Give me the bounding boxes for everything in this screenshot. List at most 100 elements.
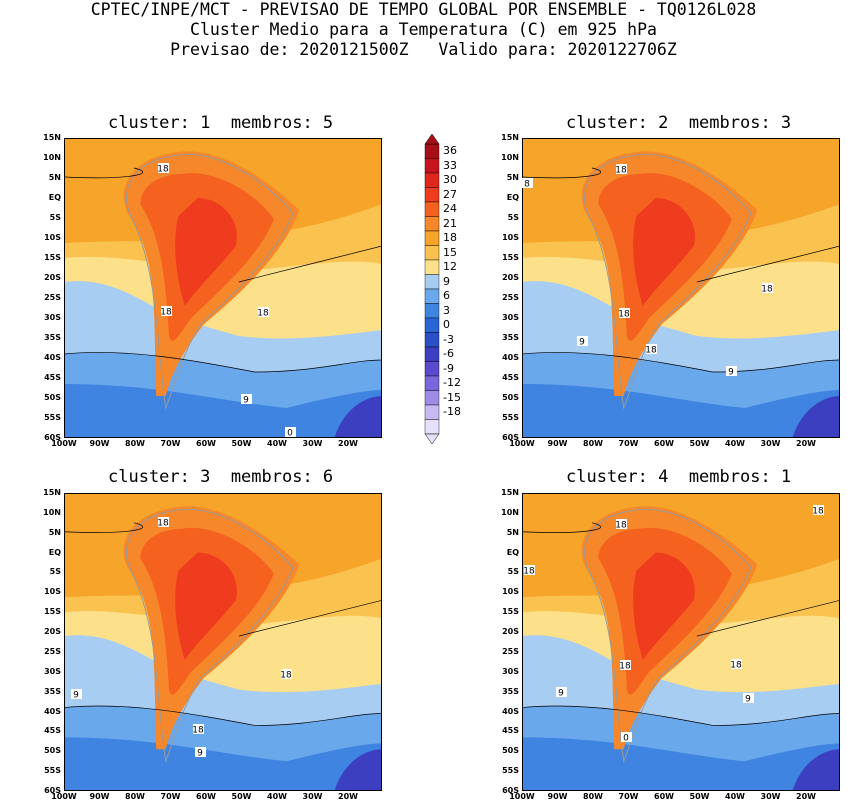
lat-tick-label: 50S <box>502 393 519 402</box>
lat-tick-label: 10S <box>502 587 519 597</box>
contour-label: 0 <box>285 427 296 438</box>
svg-text:18: 18 <box>761 285 773 295</box>
contour-label: 8 <box>522 178 533 190</box>
colorbar-label: 6 <box>443 289 450 303</box>
svg-text:18: 18 <box>280 671 292 681</box>
lat-tick-label: EQ <box>48 193 61 202</box>
lon-tick-label: 20W <box>338 792 358 801</box>
svg-text:18: 18 <box>615 166 627 176</box>
svg-text:18: 18 <box>157 519 169 529</box>
svg-text:18: 18 <box>192 726 204 736</box>
lat-tick-label: 5S <box>507 567 519 577</box>
contour-label: 18 <box>157 517 169 529</box>
svg-text:9: 9 <box>579 338 585 348</box>
lat-tick-label: 60S <box>44 433 61 442</box>
lon-tick-label: 30W <box>302 439 323 448</box>
contour-label: 18 <box>160 306 172 318</box>
lat-tick-label: 20S <box>44 627 61 637</box>
lat-tick-label: 5S <box>49 213 61 222</box>
lat-tick-label: 40S <box>502 706 519 716</box>
svg-text:9: 9 <box>728 368 734 378</box>
lat-tick-label: 20S <box>502 627 519 637</box>
lon-tick-label: 60W <box>196 792 216 801</box>
panel-title-2: cluster: 2 membros: 3 <box>566 113 792 133</box>
svg-text:18: 18 <box>160 308 172 318</box>
colorbar-swatch <box>424 361 440 377</box>
lon-tick-label: 60W <box>654 439 674 448</box>
contour-label: 18 <box>645 344 657 356</box>
svg-text:18: 18 <box>730 661 742 671</box>
contour-label: 18 <box>257 307 269 319</box>
colorbar-swatch <box>424 288 440 304</box>
lat-tick-label: 30S <box>44 666 61 676</box>
lat-tick-label: EQ <box>48 547 61 557</box>
lat-tick-label: 15N <box>43 488 61 497</box>
lon-tick-label: 30W <box>760 792 781 801</box>
lon-tick-label: 60W <box>196 439 216 448</box>
colorbar-label: 30 <box>443 173 457 187</box>
panel-title-4: cluster: 4 membros: 1 <box>566 467 792 487</box>
colorbar-label: -18 <box>443 405 461 419</box>
lat-tick-label: EQ <box>506 193 519 202</box>
lat-tick-label: 55S <box>502 413 519 422</box>
lat-tick-label: 10N <box>43 507 61 517</box>
lat-tick-label: 15N <box>501 488 519 497</box>
lat-tick-label: 15N <box>501 133 519 142</box>
contour-label: 18 <box>523 565 535 577</box>
lat-tick-label: 40S <box>502 353 519 362</box>
colorbar-swatch <box>424 187 440 203</box>
colorbar-label: -12 <box>443 376 461 390</box>
contour-label: 9 <box>71 689 82 701</box>
svg-text:9: 9 <box>243 396 249 406</box>
lat-tick-label: 5S <box>49 567 61 577</box>
colorbar-label: -15 <box>443 390 461 404</box>
contour-label: 18 <box>157 163 169 175</box>
lon-tick-label: 100W <box>509 792 535 801</box>
lat-tick-label: 15N <box>43 133 61 142</box>
lat-tick-label: 5N <box>48 173 61 182</box>
colorbar-swatch <box>424 158 440 174</box>
lat-tick-label: 25S <box>502 646 519 656</box>
colorbar-swatch <box>424 172 440 188</box>
lon-tick-label: 80W <box>583 439 603 448</box>
colorbar-label: 21 <box>443 216 457 230</box>
colorbar-swatch <box>424 245 440 261</box>
colorbar-label: 18 <box>443 231 457 245</box>
svg-text:0: 0 <box>623 734 629 744</box>
colorbar-label: 0 <box>443 318 450 332</box>
contour-label: 9 <box>726 366 737 378</box>
contour-label: 18 <box>615 164 627 176</box>
svg-text:9: 9 <box>73 691 79 701</box>
contour-label: 18 <box>280 669 292 681</box>
svg-text:9: 9 <box>197 749 203 759</box>
lat-tick-label: 60S <box>502 433 519 442</box>
contour-label: 18 <box>761 283 773 295</box>
lat-tick-label: 45S <box>502 726 519 736</box>
lat-tick-label: 15S <box>502 607 519 617</box>
svg-text:8: 8 <box>524 180 530 190</box>
lat-tick-label: 50S <box>44 746 61 756</box>
lon-tick-label: 50W <box>689 792 710 801</box>
lat-tick-label: 45S <box>44 373 61 382</box>
svg-text:18: 18 <box>523 567 535 577</box>
svg-text:18: 18 <box>619 662 631 672</box>
contour-label: 18 <box>192 724 204 736</box>
lon-tick-label: 70W <box>618 792 639 801</box>
colorbar-swatch <box>424 274 440 290</box>
contour-label: 9 <box>556 687 567 699</box>
svg-text:18: 18 <box>645 346 657 356</box>
colorbar-label: 15 <box>443 245 457 259</box>
colorbar-label: 27 <box>443 187 457 201</box>
contour-label: 18 <box>615 519 627 531</box>
lat-tick-label: 25S <box>502 293 519 302</box>
main-title: CPTEC/INPE/MCT - PREVISAO DE TEMPO GLOBA… <box>90 0 757 19</box>
lat-tick-label: 5N <box>506 527 519 537</box>
lat-tick-label: 35S <box>44 333 61 342</box>
lon-tick-label: 70W <box>160 439 181 448</box>
lat-tick-label: 15S <box>502 253 519 262</box>
lon-tick-label: 80W <box>125 792 145 801</box>
map-panel-4: 18 18 18 18 18 9 9 0 <box>522 493 840 791</box>
lat-tick-label: 40S <box>44 353 61 362</box>
lat-tick-label: 5S <box>507 213 519 222</box>
lon-tick-label: 90W <box>547 792 568 801</box>
